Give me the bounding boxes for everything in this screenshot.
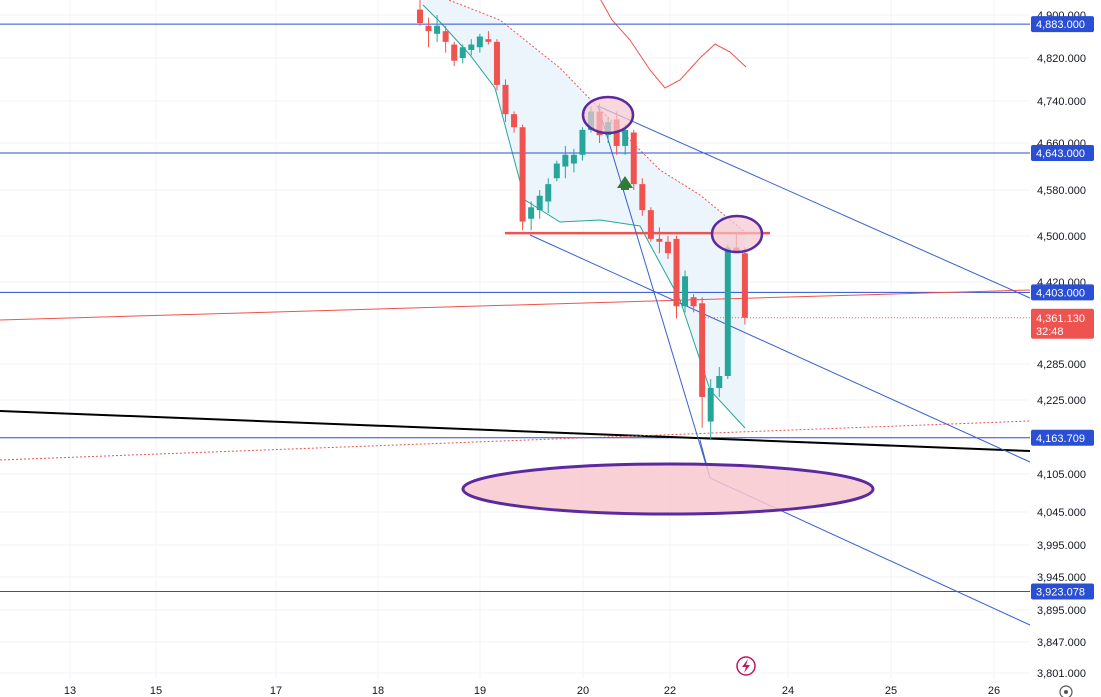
candle-body-12	[519, 127, 526, 222]
price-tick-label[interactable]: 3,945.000	[1037, 572, 1086, 584]
price-tick-label[interactable]: 4,820.000	[1037, 53, 1086, 65]
black-trendline	[0, 410, 1031, 452]
candle-body-14	[536, 195, 543, 211]
drop-line	[597, 105, 711, 479]
price-tick-label[interactable]: 4,105.000	[1037, 469, 1086, 481]
price-tick-label[interactable]: 4,580.000	[1037, 185, 1086, 197]
candle-body-6	[468, 44, 475, 50]
candle-body-2	[434, 25, 441, 34]
candle-body-34	[707, 388, 714, 422]
price-tick-label[interactable]: 4,225.000	[1037, 395, 1086, 407]
level-badge-label-3: 4,163.709	[1036, 433, 1085, 445]
time-tick-label[interactable]: 18	[372, 685, 384, 697]
time-tick-label[interactable]: 24	[782, 685, 794, 697]
candle-body-9	[493, 41, 500, 85]
candle-body-38	[741, 253, 748, 318]
level-badge-1	[1031, 144, 1094, 161]
candle-body-1	[425, 25, 432, 32]
candle-body-33	[699, 303, 706, 397]
candle-body-8	[485, 39, 492, 42]
candle-body-16	[553, 163, 560, 179]
target-zone-ellipse	[461, 462, 875, 516]
price-axis[interactable]: 4,900.0004,820.0004,740.0004,660.0004,58…	[1037, 10, 1086, 680]
candle-body-17	[562, 154, 569, 167]
last-price-badge	[1031, 308, 1094, 339]
candle-body-32	[690, 297, 697, 307]
candle-body-25	[630, 132, 637, 185]
candle-body-26	[639, 184, 646, 211]
time-tick-label[interactable]: 25	[885, 685, 897, 697]
level-badge-label-4: 3,923.078	[1036, 586, 1085, 598]
horizontal-levels	[0, 23, 1030, 592]
time-tick-label[interactable]: 19	[474, 685, 486, 697]
candle-body-31	[682, 276, 689, 307]
settings-icon-ring[interactable]	[1059, 685, 1073, 697]
level-badge-label-1: 4,643.000	[1036, 148, 1085, 160]
red-trendline	[0, 289, 1031, 321]
middle-channel-line	[529, 234, 1031, 463]
band-upper-line	[600, 0, 747, 89]
candle-body-24	[622, 129, 629, 146]
price-badges: 4,883.000 4,643.000 4,403.000 4,163.709 3,92…	[1031, 16, 1094, 600]
price-tick-label[interactable]: 3,801.000	[1037, 668, 1086, 680]
candle-body-30	[673, 238, 680, 307]
candle-body-13	[528, 207, 535, 219]
price-tick-label[interactable]: 4,500.000	[1037, 231, 1086, 243]
time-tick-label[interactable]: 17	[270, 685, 282, 697]
time-axis[interactable]: 13 15 17 18 19 20 22 24 25 26	[64, 685, 1073, 697]
level-badge-label-2: 4,403.000	[1036, 287, 1085, 299]
candle-body-3	[442, 31, 449, 42]
upper-channel-line	[597, 105, 1031, 299]
time-tick-label[interactable]: 22	[664, 685, 676, 697]
time-tick-label[interactable]: 13	[64, 685, 76, 697]
time-tick-label[interactable]: 15	[150, 685, 162, 697]
candle-body-36	[724, 247, 731, 376]
candle-body-10	[502, 84, 509, 115]
candle-body-0	[417, 9, 423, 24]
annotation-overlays	[461, 95, 875, 676]
level-badge-0	[1031, 16, 1094, 33]
trend-drawings	[0, 105, 1031, 626]
candle-body-35	[716, 376, 723, 388]
level-badge-2	[1031, 284, 1094, 301]
price-tick-label[interactable]: 4,285.000	[1037, 359, 1086, 371]
time-tick-label[interactable]: 20	[577, 685, 589, 697]
time-tick-label[interactable]: 26	[988, 685, 1000, 697]
level-badge-4	[1031, 583, 1094, 600]
price-tick-label[interactable]: 3,995.000	[1037, 540, 1086, 552]
up-arrow-icon	[617, 176, 633, 190]
settings-icon-dot[interactable]	[1064, 690, 1068, 694]
price-tick-label[interactable]: 4,045.000	[1037, 507, 1086, 519]
countdown-label: 32:48	[1036, 326, 1064, 338]
candle-body-7	[476, 36, 483, 48]
band-lower-line	[422, 4, 746, 429]
top-highlight-ellipse	[581, 95, 635, 135]
candle-body-27	[647, 210, 654, 239]
red-dotted-trendline	[0, 420, 1031, 461]
last-price-label: 4,361.130	[1036, 313, 1085, 325]
candle-body-4	[451, 44, 458, 61]
price-tick-label[interactable]: 4,740.000	[1037, 96, 1086, 108]
retest-highlight-ellipse	[710, 214, 764, 254]
level-badge-3	[1031, 429, 1094, 446]
candle-body-18	[570, 154, 577, 164]
candle-body-28	[656, 238, 663, 242]
candle-body-19	[579, 129, 586, 155]
candle-body-15	[545, 184, 552, 202]
price-tick-label[interactable]: 3,895.000	[1037, 605, 1086, 617]
event-lightning-icon[interactable]	[736, 656, 756, 676]
event-marker-bolt[interactable]	[742, 659, 750, 673]
candle-body-11	[511, 114, 518, 128]
settings-icon[interactable]	[1059, 685, 1073, 697]
candle-body-5	[459, 47, 466, 58]
price-tick-label[interactable]: 3,847.000	[1037, 637, 1086, 649]
candle-body-29	[664, 241, 671, 254]
level-badge-label-0: 4,883.000	[1036, 19, 1085, 31]
